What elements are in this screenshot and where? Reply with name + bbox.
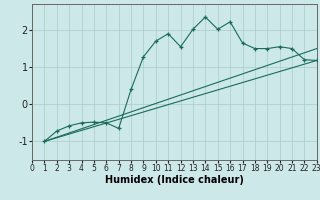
X-axis label: Humidex (Indice chaleur): Humidex (Indice chaleur)	[105, 175, 244, 185]
